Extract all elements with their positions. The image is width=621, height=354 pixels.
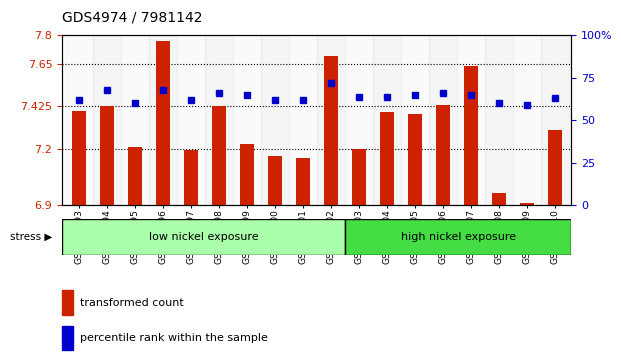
Bar — [62, 290, 73, 315]
FancyBboxPatch shape — [62, 219, 345, 255]
Bar — [62, 326, 73, 350]
Bar — [128, 147, 142, 205]
Bar — [268, 156, 282, 205]
Bar — [456, 35, 484, 205]
Bar — [540, 35, 568, 205]
Bar — [345, 35, 373, 205]
Bar — [121, 35, 149, 205]
Bar — [464, 65, 478, 205]
Bar — [520, 204, 533, 205]
Bar — [289, 35, 317, 205]
Text: high nickel exposure: high nickel exposure — [401, 232, 515, 242]
Bar — [351, 149, 366, 205]
Bar — [156, 41, 170, 205]
Bar — [212, 106, 226, 205]
Text: transformed count: transformed count — [80, 298, 184, 308]
Bar — [548, 130, 561, 205]
Bar — [407, 114, 422, 205]
Bar — [184, 150, 198, 205]
Bar — [324, 56, 338, 205]
Text: GDS4974 / 7981142: GDS4974 / 7981142 — [62, 11, 202, 25]
Text: stress ▶: stress ▶ — [11, 232, 53, 242]
Text: low nickel exposure: low nickel exposure — [149, 232, 258, 242]
Bar — [492, 193, 505, 205]
Bar — [93, 35, 121, 205]
Bar — [296, 158, 310, 205]
Bar — [72, 111, 86, 205]
Bar — [65, 35, 93, 205]
Bar — [428, 35, 456, 205]
Bar — [512, 35, 540, 205]
FancyBboxPatch shape — [345, 219, 571, 255]
Bar — [261, 35, 289, 205]
Text: percentile rank within the sample: percentile rank within the sample — [80, 333, 268, 343]
Bar — [149, 35, 177, 205]
Bar — [484, 35, 512, 205]
Bar — [177, 35, 205, 205]
Bar — [233, 35, 261, 205]
Bar — [379, 112, 394, 205]
Bar — [373, 35, 401, 205]
Bar — [317, 35, 345, 205]
Bar — [240, 144, 254, 205]
Bar — [100, 106, 114, 205]
Bar — [435, 105, 450, 205]
Bar — [205, 35, 233, 205]
Bar — [401, 35, 428, 205]
